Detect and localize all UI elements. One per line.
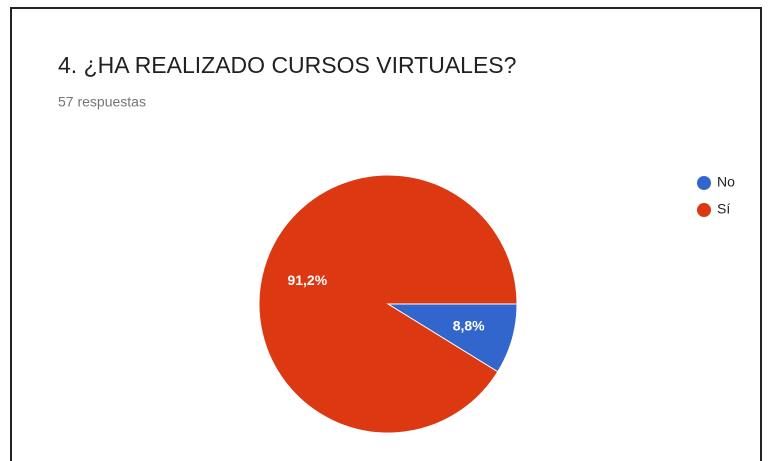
pie-slice [258, 174, 518, 434]
slice-label: 91,2% [287, 272, 327, 288]
chart-subtitle: 57 respuestas [58, 94, 146, 110]
chart-title: 4. ¿HA REALIZADO CURSOS VIRTUALES? [58, 52, 516, 78]
slice-label: 8,8% [453, 318, 485, 334]
legend-swatch [697, 203, 711, 217]
legend-label: Sí [717, 201, 730, 217]
legend-label: No [717, 174, 735, 190]
legend-swatch [697, 176, 711, 190]
